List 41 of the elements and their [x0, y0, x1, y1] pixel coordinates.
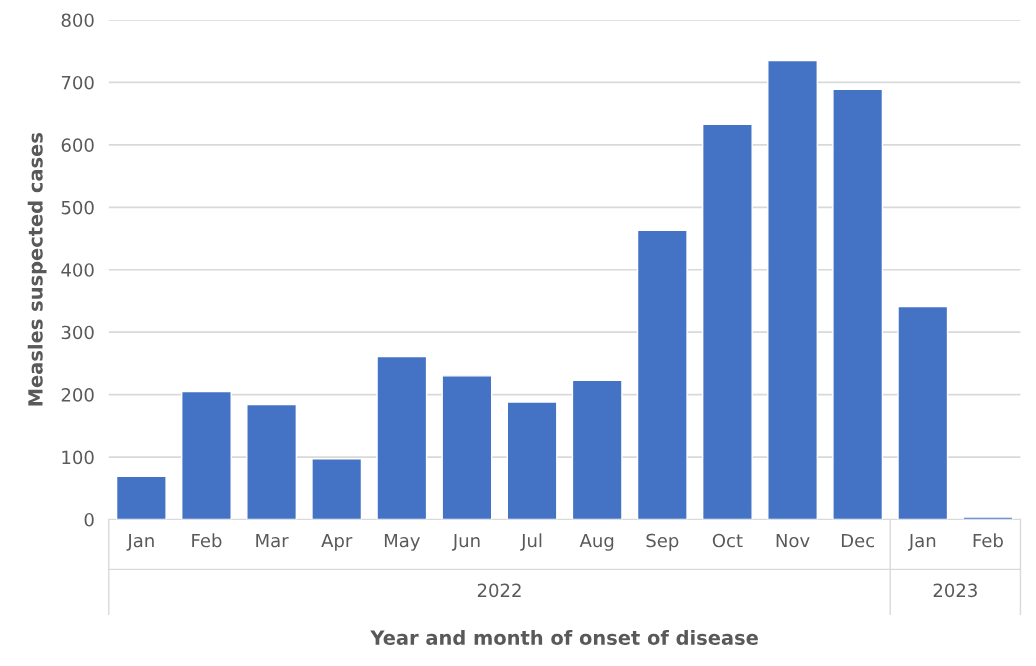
bar [376, 355, 428, 520]
y-tick-label: 700 [61, 75, 94, 90]
bar [311, 458, 363, 520]
bar [506, 401, 558, 520]
bar [571, 379, 623, 520]
x-tick-label: Dec [841, 533, 875, 548]
x-tick-label: Jan [126, 533, 154, 551]
bar [441, 375, 493, 520]
x-tick-label: May [384, 533, 420, 551]
x-axis-title: Year and month of onset of disease [370, 629, 758, 645]
x-tick-label: Aug [579, 533, 614, 551]
x-tick-label: Feb [973, 533, 1003, 548]
bar [962, 516, 1014, 520]
bar [767, 59, 818, 520]
bar [636, 229, 688, 520]
bar [832, 88, 884, 520]
y-tick-label: 600 [61, 138, 94, 152]
y-tick-label: 200 [61, 388, 94, 402]
bar [115, 475, 167, 520]
x-tick-label: Jan [907, 533, 936, 551]
x-tick-label: Jun [451, 533, 480, 551]
x-tick-label: Feb [192, 533, 222, 548]
bar [181, 390, 232, 520]
y-tick-label: 400 [61, 263, 94, 277]
bar [701, 123, 753, 520]
y-tick-label: 500 [61, 200, 94, 215]
y-tick-label: 300 [61, 325, 94, 340]
x-tick-label: Apr [321, 533, 353, 551]
y-tick-label: 800 [61, 13, 94, 28]
y-tick-label: 100 [62, 450, 94, 465]
bar [897, 305, 949, 520]
x-tick-label: Mar [256, 533, 289, 548]
text: 2023 [933, 583, 977, 598]
x-tick-label: Jul [520, 533, 542, 551]
x-tick-label: Nov [776, 533, 810, 548]
x-tick-label: Sep [646, 533, 679, 551]
y-axis-title: Measles suspected cases [27, 133, 47, 406]
y-tick-label: 0 [84, 512, 94, 527]
bar [246, 403, 298, 520]
text: 2022 [477, 583, 521, 598]
x-tick-label: Oct [712, 533, 743, 548]
